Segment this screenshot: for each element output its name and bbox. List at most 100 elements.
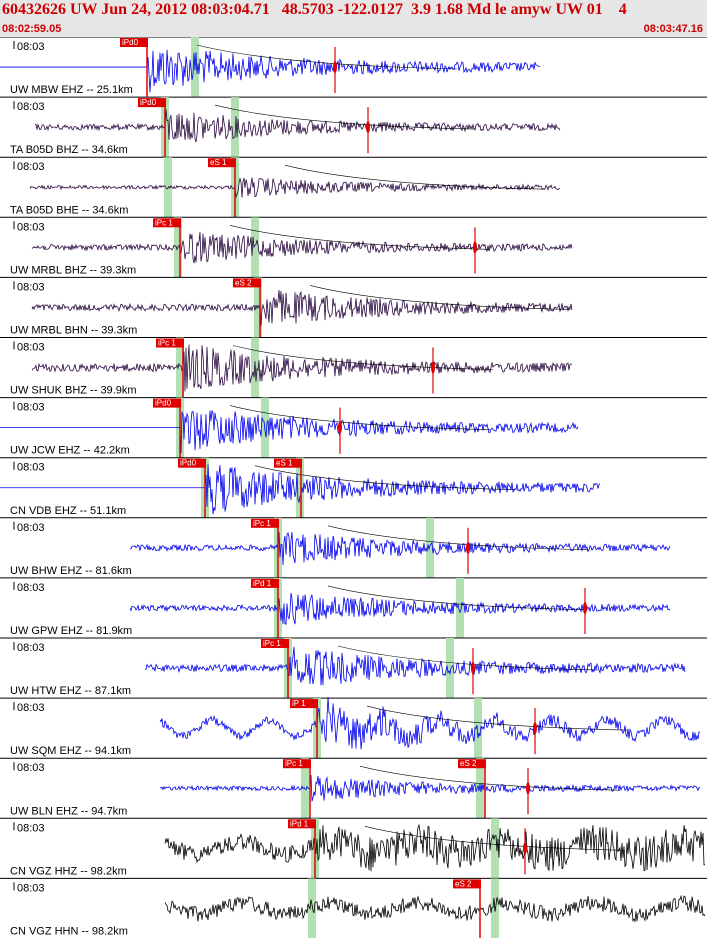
pick-flag[interactable] <box>208 158 236 168</box>
phase-window <box>251 217 259 278</box>
pick-flag[interactable] <box>288 819 316 829</box>
station-label: UW HTW EHZ -- 87.1km <box>10 685 131 697</box>
station-label: CN VDB EHZ -- 51.1km <box>10 505 126 517</box>
trace-row: 08:03 iPc 1 UW HTW EHZ -- 87.1km <box>0 637 707 699</box>
pick-flag[interactable] <box>283 759 311 769</box>
waveform <box>31 344 573 392</box>
station-label: UW SQM EHZ -- 94.1km <box>10 745 131 757</box>
pick-label: iPc 1 <box>158 339 176 348</box>
pick-label: iPd0 <box>122 38 139 47</box>
pick-label: iPd0 <box>180 459 197 468</box>
trace-row: 08:03 iPd 1 UW GPW EHZ -- 81.9km <box>0 577 707 638</box>
pick-label: iPc 1 <box>253 519 271 528</box>
travel-time-curve <box>254 465 516 490</box>
waveform <box>129 593 671 625</box>
waveform <box>0 409 579 454</box>
tick-label: 08:03 <box>17 462 45 474</box>
coda-marker <box>333 61 337 74</box>
station-label: TA B05D BHZ -- 34.6km <box>10 144 128 156</box>
pick-flag[interactable] <box>153 398 181 408</box>
pick-label: eS 2 <box>235 278 252 287</box>
phase-window <box>296 457 304 518</box>
waveform <box>31 231 573 264</box>
tick-label: 08:03 <box>17 402 45 414</box>
travel-time-curve <box>229 225 491 250</box>
station-label: UW SHUK BHZ -- 39.9km <box>10 385 137 397</box>
pick-flag[interactable] <box>251 578 279 588</box>
pick-flag[interactable] <box>251 518 279 528</box>
seismogram-panel: 08:03 iPd0 UW MBW EHZ -- 25.1km 08:03 iPd0 TA… <box>0 37 707 938</box>
pick-flag[interactable] <box>120 38 148 47</box>
travel-time-curve <box>214 104 476 130</box>
waveform <box>159 774 701 802</box>
pick-flag[interactable] <box>274 458 302 468</box>
pick-label: eS 2 <box>460 759 477 768</box>
coda-marker <box>431 361 435 374</box>
pick-flag[interactable] <box>290 699 318 709</box>
phase-window <box>474 698 482 759</box>
waveform <box>31 290 573 326</box>
pick-label: iPc 1 <box>155 218 173 227</box>
tick-label: 08:03 <box>17 882 45 894</box>
trace-row: 08:03 eS 1 TA B05D BHE -- 34.6km <box>0 156 707 218</box>
station-label: UW MBW EHZ -- 25.1km <box>10 84 133 96</box>
pick-label: eS 2 <box>455 879 472 888</box>
pick-label: eS 1 <box>276 459 293 468</box>
event-title: 60432626 UW Jun 24, 2012 08:03:04.71 48.… <box>2 1 627 18</box>
pick-flag[interactable] <box>178 458 206 468</box>
waveform <box>29 177 561 199</box>
tick-label: 08:03 <box>17 161 45 173</box>
trace-row: 08:03 iPc 1 UW BHW EHZ -- 81.6km <box>0 517 707 578</box>
end-time: 08:03:47.16 <box>643 23 703 35</box>
travel-time-curve <box>284 164 546 190</box>
travel-time-curve <box>196 44 458 70</box>
tick-label: 08:03 <box>17 522 45 534</box>
coda-marker <box>526 782 530 795</box>
waveform <box>164 823 706 872</box>
pick-label: eS 1 <box>210 158 227 167</box>
travel-time-curve <box>229 405 491 430</box>
trace-row: 08:03 iPd0 UW JCW EHZ -- 42.2km <box>0 397 707 458</box>
phase-window <box>446 638 454 699</box>
coda-marker <box>366 121 370 134</box>
travel-time-curve <box>359 765 621 791</box>
tick-label: 08:03 <box>17 702 45 714</box>
tick-label: 08:03 <box>17 41 45 53</box>
station-label: UW GPW EHZ -- 81.9km <box>10 625 132 637</box>
tick-label: 08:03 <box>17 582 45 594</box>
tick-label: 08:03 <box>17 642 45 654</box>
trace-row: 08:03 iPd0 TA B05D BHZ -- 34.6km <box>0 96 707 158</box>
pick-flag[interactable] <box>453 879 481 889</box>
station-label: UW MRBL BHZ -- 39.3km <box>10 264 136 276</box>
pick-flag[interactable] <box>458 759 486 769</box>
trace-row: 08:03 iPc 1 UW MRBL BHZ -- 39.3km <box>0 216 707 278</box>
phase-window <box>231 97 239 158</box>
tick-label: 08:03 <box>17 762 45 774</box>
waveform <box>0 49 541 93</box>
waveform <box>164 894 706 923</box>
coda-marker <box>583 601 587 614</box>
pick-flag[interactable] <box>138 98 166 108</box>
pick-label: iPc 1 <box>263 639 281 648</box>
pick-flag[interactable] <box>233 278 261 288</box>
travel-time-curve <box>327 585 589 611</box>
trace-row: 08:03 iPd 1 CN VGZ HHZ -- 98.2km <box>0 817 707 879</box>
station-label: UW JCW EHZ -- 42.2km <box>10 445 130 457</box>
tick-label: 08:03 <box>17 281 45 293</box>
phase-window <box>176 337 184 398</box>
tick-label: 08:03 <box>17 101 45 113</box>
phase-window <box>426 517 434 578</box>
tick-label: 08:03 <box>17 342 45 354</box>
trace-row: 08:03 eS 2 UW MRBL BHN -- 39.3km <box>0 276 707 338</box>
trace-row: 08:03 iP 1 UW SQM EHZ -- 94.1km <box>0 697 707 759</box>
pick-flag[interactable] <box>153 218 181 228</box>
travel-time-curve <box>232 345 494 370</box>
phase-window <box>254 277 262 338</box>
pick-flag[interactable] <box>261 639 289 648</box>
pick-flag[interactable] <box>156 338 184 348</box>
phase-window <box>456 577 464 638</box>
phase-window <box>164 157 172 218</box>
phase-window <box>491 818 499 879</box>
pick-label: iPd0 <box>140 98 157 107</box>
travel-time-curve <box>337 645 599 671</box>
